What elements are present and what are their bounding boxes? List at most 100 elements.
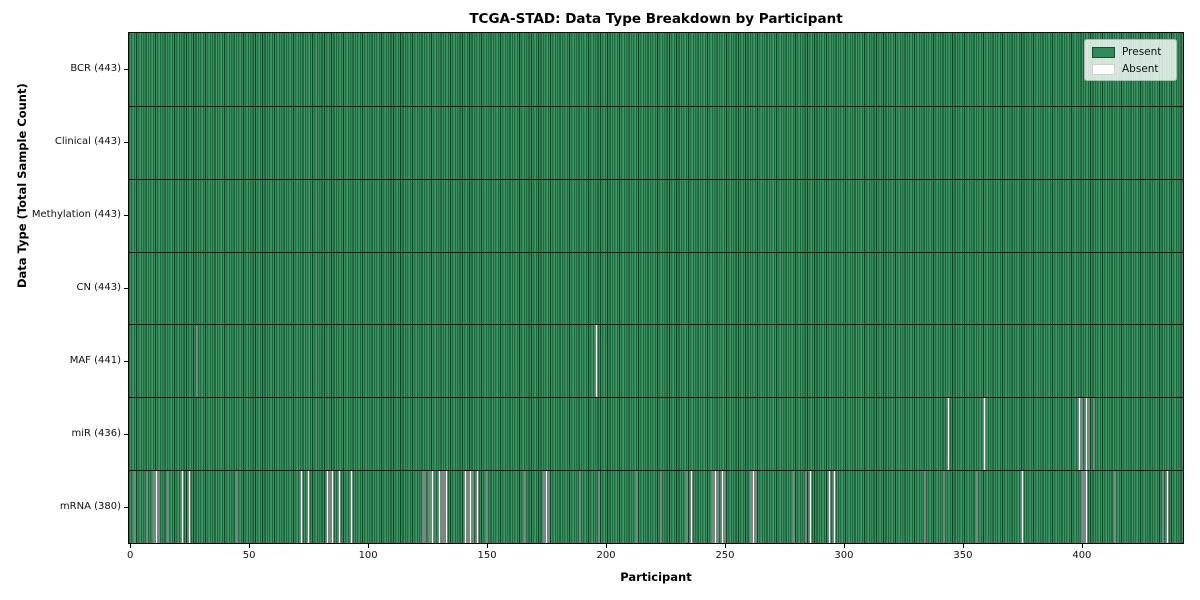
absent-stripe	[145, 470, 149, 543]
absent-stripe	[155, 470, 158, 543]
absent-stripe	[438, 470, 441, 543]
absent-stripe	[542, 470, 546, 543]
row-separator	[129, 251, 1183, 253]
y-tick-mark	[124, 360, 128, 362]
x-tick-mark	[130, 544, 132, 548]
absent-stripe	[578, 470, 582, 543]
absent-stripe	[331, 470, 334, 543]
absent-stripe	[307, 470, 310, 543]
absent-stripe	[300, 470, 303, 543]
absent-stripe	[181, 470, 184, 543]
absent-stripe	[1080, 470, 1084, 543]
x-tick-label: 100	[358, 550, 378, 561]
absent-stripe	[545, 470, 548, 543]
row-separator	[129, 105, 1183, 107]
absent-stripe	[1083, 470, 1086, 543]
x-tick-mark	[962, 544, 964, 548]
absent-stripe	[157, 470, 160, 543]
row-Clinical	[129, 105, 1183, 179]
absent-stripe	[338, 470, 341, 543]
absent-stripe	[167, 470, 170, 543]
absent-stripe	[476, 470, 479, 543]
legend: Present Absent	[1084, 39, 1177, 81]
y-tick-mark	[124, 142, 128, 144]
absent-stripe	[828, 470, 831, 543]
absent-stripe	[1166, 470, 1169, 543]
absent-stripe	[431, 470, 434, 543]
absent-stripe	[152, 470, 156, 543]
absent-stripe	[983, 397, 986, 471]
x-tick-label: 50	[242, 550, 256, 561]
absent-stripe	[1078, 397, 1081, 471]
row-Methylation	[129, 178, 1183, 252]
y-tick-mark	[124, 433, 128, 435]
row-separator	[129, 397, 1183, 399]
heatmap-rows	[129, 33, 1183, 543]
chart-title: TCGA-STAD: Data Type Breakdown by Partic…	[469, 11, 843, 27]
absent-stripe	[1161, 470, 1164, 543]
y-tick-mark	[124, 215, 128, 217]
row-BCR	[129, 33, 1183, 106]
absent-stripe	[721, 470, 724, 543]
absent-stripe	[976, 470, 979, 543]
y-tick-label: miR (436)	[71, 427, 121, 439]
x-tick-label: 150	[477, 550, 497, 561]
absent-stripe	[1021, 470, 1024, 543]
absent-stripe	[471, 470, 474, 543]
row-separator	[129, 178, 1183, 180]
x-tick-mark	[487, 544, 489, 548]
absent-stripe	[659, 470, 662, 543]
row-MAF	[129, 324, 1183, 398]
absent-stripe	[752, 470, 755, 543]
x-tick-mark	[724, 544, 726, 548]
absent-stripe	[723, 470, 727, 543]
absent-stripe	[947, 397, 950, 471]
absent-stripe	[804, 470, 808, 543]
x-tick-label: 350	[953, 550, 973, 561]
absent-stripe	[597, 470, 601, 543]
x-tick-mark	[249, 544, 251, 548]
legend-item-absent: Absent	[1092, 63, 1169, 75]
absent-stripe	[754, 470, 758, 543]
x-tick-label: 250	[715, 550, 735, 561]
absent-stripe	[595, 324, 598, 398]
row-separator	[129, 470, 1183, 472]
absent-stripe	[428, 470, 432, 543]
absent-stripe	[485, 470, 489, 543]
legend-label-absent: Absent	[1122, 63, 1159, 75]
absent-stripe	[809, 470, 812, 543]
absent-stripe	[133, 470, 137, 543]
x-tick-mark	[606, 544, 608, 548]
row-CN	[129, 251, 1183, 325]
present-swatch-icon	[1092, 46, 1115, 58]
absent-stripe	[1085, 397, 1088, 471]
x-tick-mark	[843, 544, 845, 548]
y-tick-label: Methylation (443)	[31, 209, 121, 221]
y-tick-label: BCR (443)	[70, 63, 121, 75]
absent-stripe	[236, 470, 239, 543]
absent-stripe	[942, 470, 946, 543]
y-tick-mark	[124, 506, 128, 508]
absent-swatch-icon	[1092, 63, 1115, 75]
plot-area	[128, 32, 1184, 544]
absent-stripe	[685, 470, 689, 543]
absent-stripe	[424, 470, 427, 543]
absent-stripe	[326, 470, 329, 543]
x-tick-label: 0	[127, 550, 134, 561]
absent-stripe	[1080, 397, 1084, 471]
absent-stripe	[711, 470, 715, 543]
y-tick-label: mRNA (380)	[59, 500, 121, 512]
row-miR	[129, 397, 1183, 471]
absent-stripe	[749, 470, 753, 543]
row-separator	[129, 324, 1183, 326]
absent-stripe	[469, 470, 472, 543]
absent-stripe	[833, 470, 836, 543]
absent-stripe	[421, 470, 425, 543]
absent-stripe	[1092, 397, 1095, 471]
absent-stripe	[350, 470, 353, 543]
x-axis-label: Participant	[620, 570, 692, 584]
absent-stripe	[635, 470, 639, 543]
absent-stripe	[547, 470, 551, 543]
absent-stripe	[188, 470, 191, 543]
